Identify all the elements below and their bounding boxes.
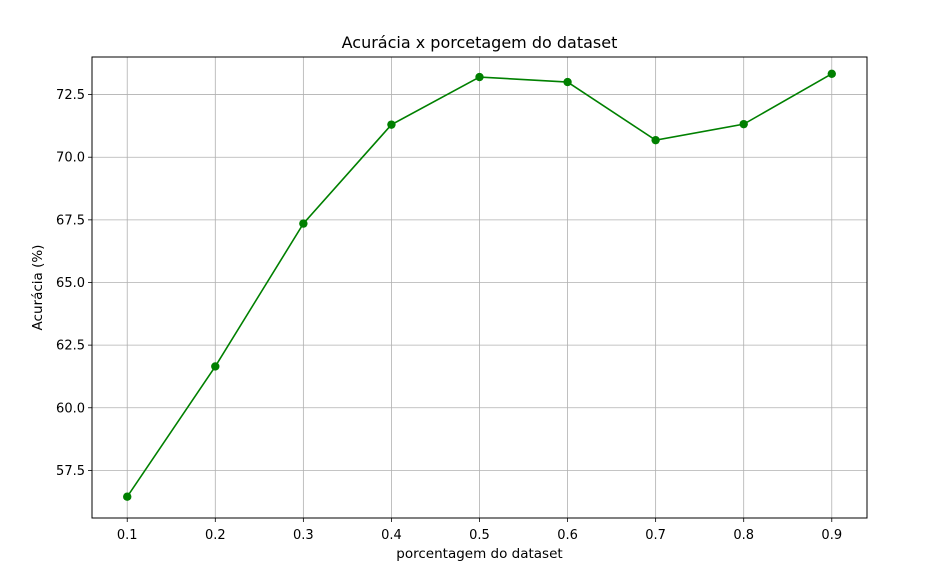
y-tick-label: 67.5 [56, 213, 85, 228]
data-point [739, 119, 748, 129]
x-tick-label: 0.5 [469, 528, 490, 543]
data-point [387, 120, 396, 129]
series-layer [123, 69, 836, 501]
x-tick-label: 0.2 [205, 528, 226, 543]
x-tick-label: 0.8 [733, 528, 754, 543]
data-point [211, 362, 220, 371]
x-axis-label: porcentagem do dataset [396, 546, 562, 562]
y-axis-label: Acurácia (%) [30, 245, 46, 331]
grid [92, 57, 867, 518]
data-point [563, 77, 572, 87]
y-tick-label: 60.0 [56, 401, 85, 416]
y-axis: 57.5 60.0 62.5 65.0 67.5 70.0 72.5 [56, 88, 92, 479]
y-tick-label: 62.5 [56, 339, 85, 354]
x-tick-label: 0.6 [557, 528, 578, 543]
x-tick-label: 0.4 [381, 528, 402, 543]
chart-title: Acurácia x porcetagem do dataset [342, 33, 618, 52]
y-tick-label: 65.0 [56, 276, 85, 291]
x-axis: 0.1 0.2 0.3 0.4 0.5 0.6 0.7 0.8 0.9 [117, 518, 842, 543]
data-point [299, 219, 308, 228]
data-point [123, 492, 132, 501]
x-tick-label: 0.7 [645, 528, 666, 543]
x-tick-label: 0.3 [293, 528, 314, 543]
x-tick-label: 0.9 [821, 528, 842, 543]
data-point [827, 69, 836, 78]
data-point [651, 135, 660, 145]
y-tick-label: 70.0 [56, 151, 85, 166]
y-tick-label: 72.5 [56, 88, 85, 103]
y-tick-label: 57.5 [56, 464, 85, 479]
data-point [475, 72, 484, 82]
x-tick-label: 0.1 [117, 528, 138, 543]
